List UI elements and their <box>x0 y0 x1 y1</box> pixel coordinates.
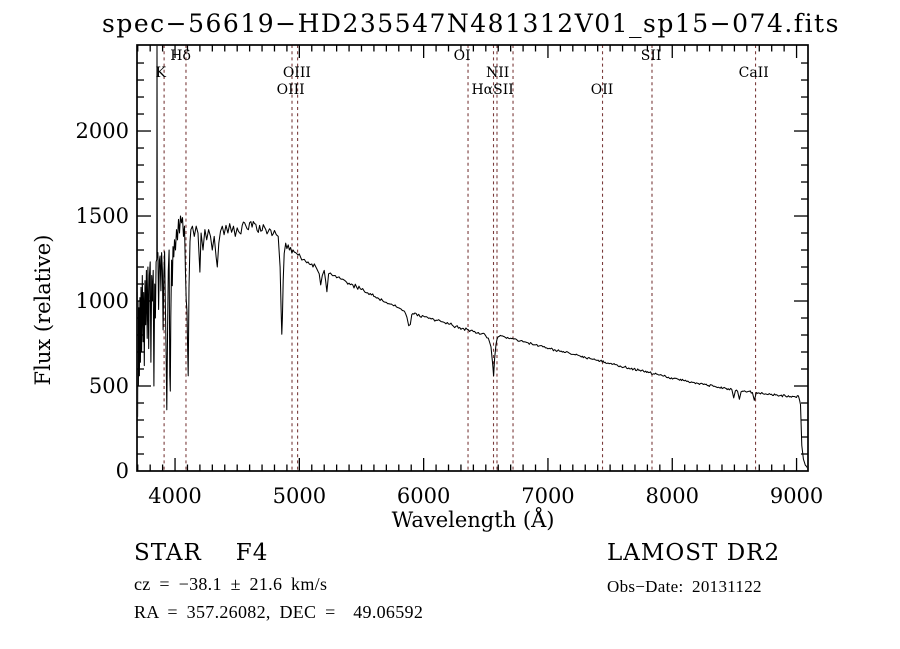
spectral-line-markers <box>163 45 757 471</box>
axes: 4000 5000 6000 7000 8000 9000 0 500 1000 1500 2000 <box>76 44 823 508</box>
subclass-label: F4 <box>235 540 269 566</box>
class-label: STAR <box>134 540 202 566</box>
line-label-OIII: OIII <box>277 82 305 98</box>
y-tick-label: 500 <box>89 374 129 398</box>
line-label-CaII: CaII <box>739 65 769 81</box>
line-label-SII: SII <box>641 48 662 64</box>
plot-frame <box>136 44 809 472</box>
y-tick-label: 2000 <box>76 119 129 143</box>
x-tick-label: 7000 <box>521 484 574 508</box>
ra-dec-text: RA = 357.26082, DEC = 49.06592 <box>134 602 424 622</box>
line-label-OIII: OIII <box>283 65 311 81</box>
x-tick-label: 9000 <box>770 484 823 508</box>
survey-label: LAMOST DR2 <box>607 540 781 566</box>
line-label-OII: OII <box>591 82 614 98</box>
y-tick-label: 1000 <box>76 289 129 313</box>
y-axis-title: Flux (relative) <box>31 235 55 386</box>
spectrum-trace <box>137 45 808 469</box>
y-tick-label: 0 <box>116 459 129 483</box>
x-tick-label: 5000 <box>273 484 326 508</box>
y-tick-label: 1500 <box>76 204 129 228</box>
page-title: spec−56619−HD235547N481312V01_sp15−074.f… <box>102 9 840 38</box>
cz-text: cz = −38.1 ± 21.6 km/s <box>134 574 328 594</box>
line-label-Hδ: Hδ <box>170 48 191 64</box>
x-tick-label: 4000 <box>148 484 201 508</box>
spectrum-path <box>137 45 808 469</box>
x-tick-label: 8000 <box>646 484 699 508</box>
line-label-NII: NII <box>486 65 509 81</box>
line-label-HαSII: HαSII <box>471 82 513 98</box>
x-tick-label: 6000 <box>397 484 450 508</box>
x-axis-title: Wavelength (Å) <box>392 507 555 532</box>
obs-date-text: Obs−Date: 20131122 <box>607 577 762 596</box>
line-label-K: K <box>156 65 167 81</box>
line-labels: Hδ OI SII K OIII NII CaII OIII HαSII OII <box>156 48 769 98</box>
line-label-OI: OI <box>454 48 471 64</box>
classification-text: STAR F4 <box>134 540 268 566</box>
